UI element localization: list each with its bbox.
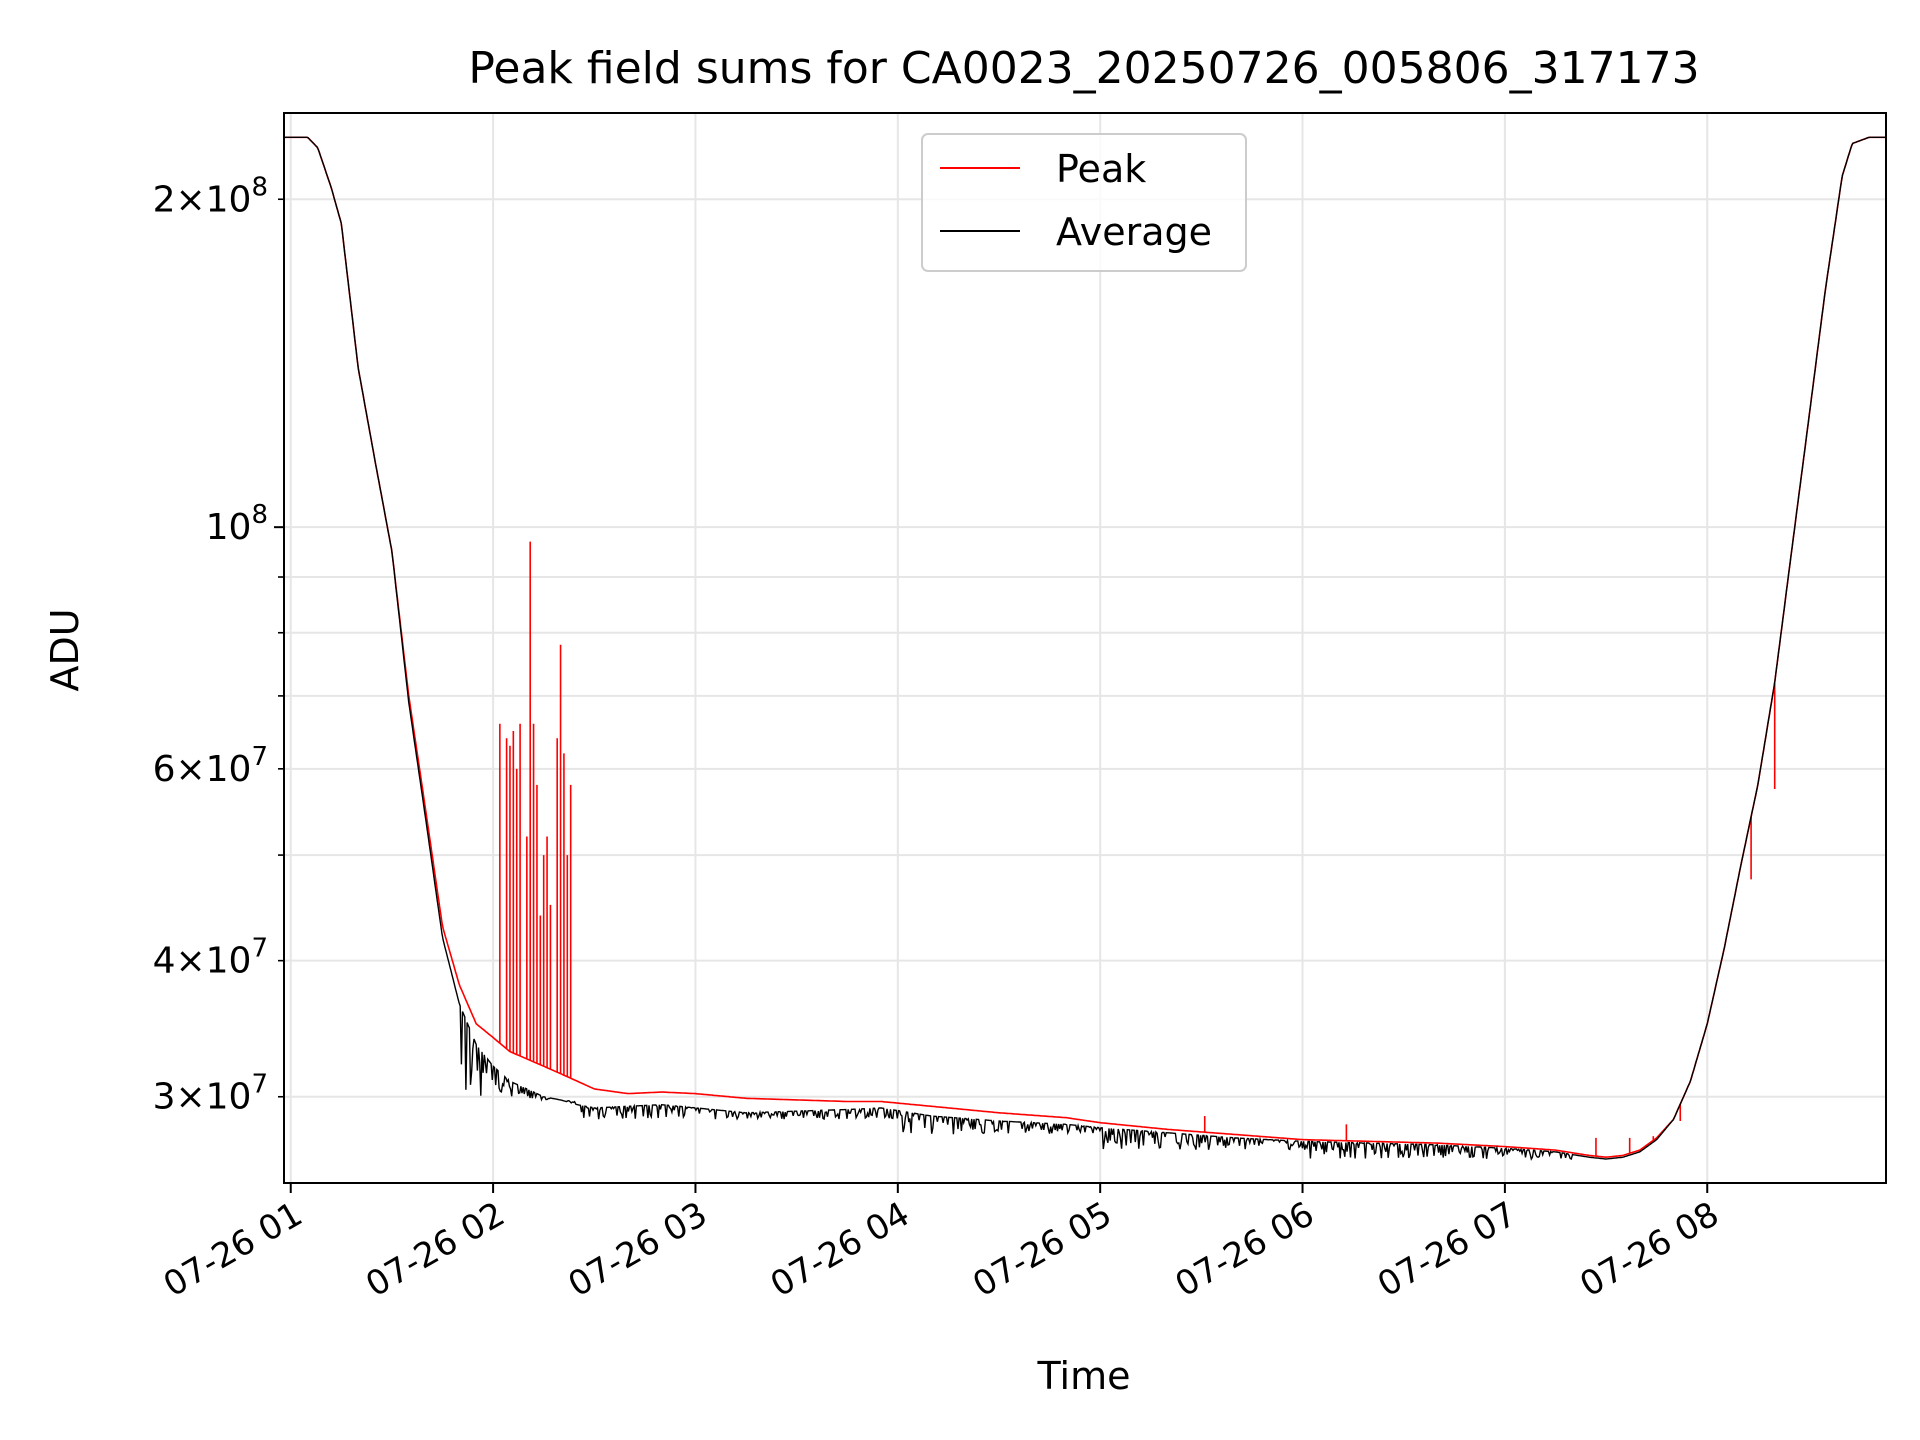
grid-lines (284, 113, 1886, 1183)
y-tick-label: 108 (206, 500, 268, 548)
y-tick-label: 4×107 (153, 934, 268, 982)
series-average-line (284, 136, 1886, 1161)
series-average (284, 136, 1886, 1161)
series-peak (284, 136, 1886, 1159)
series-peak-line (284, 136, 1886, 1159)
x-axis-label: Time (1037, 1354, 1131, 1398)
y-tick-label: 2×108 (153, 172, 268, 220)
legend-label-peak: Peak (1056, 147, 1146, 191)
axes-frame (283, 112, 1887, 1184)
plot-area (284, 136, 1886, 1161)
chart-title: Peak field sums for CA0023_20250726_0058… (468, 43, 1699, 94)
y-tick-label: 3×107 (153, 1070, 268, 1118)
y-axis-label: ADU (43, 608, 87, 691)
legend-label-average: Average (1056, 210, 1212, 254)
legend: Peak Average (921, 133, 1247, 272)
y-tick-label: 6×107 (153, 742, 268, 790)
